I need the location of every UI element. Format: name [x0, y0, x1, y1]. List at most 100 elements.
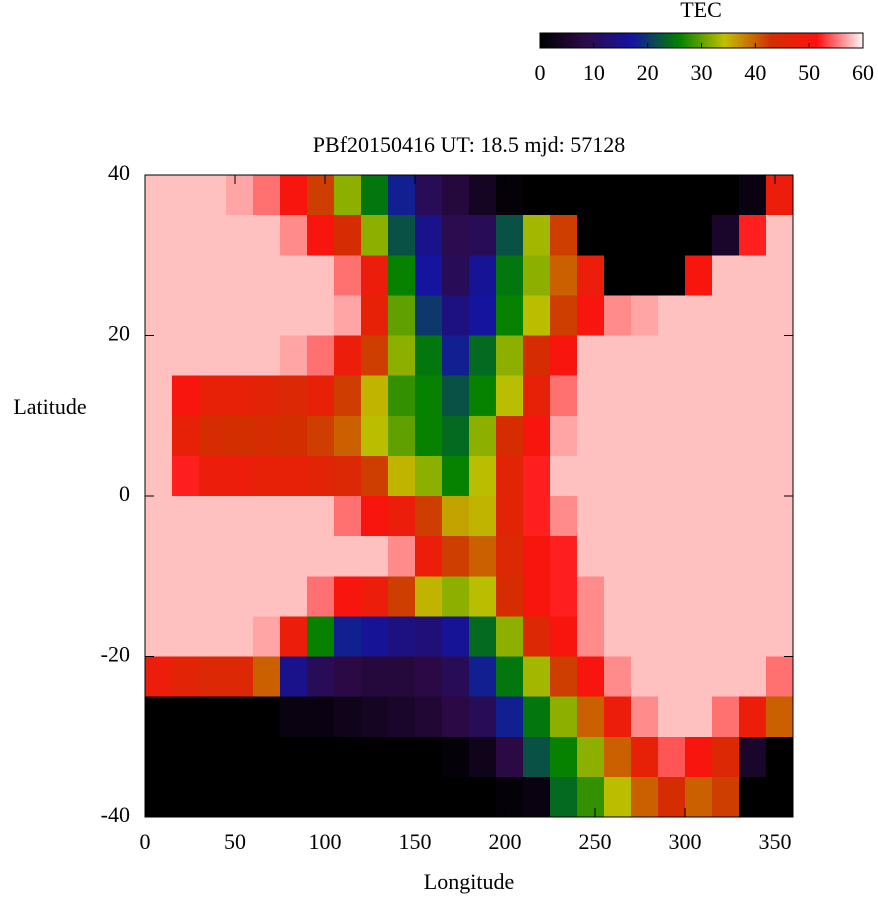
heatmap-cell	[172, 656, 200, 698]
colorbar-tick-label: 30	[691, 60, 713, 85]
heatmap-cell	[334, 455, 362, 497]
x-axis-label: Longitude	[424, 869, 514, 894]
heatmap-cell	[361, 335, 389, 377]
heatmap-cell	[496, 576, 524, 617]
heatmap-cell	[712, 536, 740, 577]
heatmap-cell	[361, 656, 389, 698]
heatmap-cell	[658, 656, 686, 698]
heatmap-cell	[631, 576, 659, 617]
heatmap-cell	[631, 255, 659, 296]
heatmap-cell	[145, 335, 173, 377]
heatmap-cell	[739, 576, 767, 617]
heatmap-cell	[442, 415, 470, 457]
heatmap-cell	[199, 415, 227, 457]
heatmap-cell	[739, 175, 767, 216]
heatmap-cell	[496, 455, 524, 497]
heatmap-cell	[199, 496, 227, 537]
heatmap-cell	[226, 415, 254, 457]
heatmap-cell	[658, 175, 686, 216]
heatmap-cell	[739, 696, 767, 738]
heatmap-cell	[280, 175, 308, 216]
heatmap-cell	[334, 375, 362, 417]
heatmap-cell	[469, 776, 497, 818]
heatmap-cell	[307, 295, 335, 336]
heatmap-cell	[496, 736, 524, 778]
heatmap-cell	[523, 696, 551, 738]
heatmap-cell	[145, 295, 173, 336]
heatmap-cell	[172, 175, 200, 216]
heatmap-cell	[604, 776, 632, 818]
heatmap-cell	[307, 616, 335, 657]
heatmap-cell	[604, 616, 632, 657]
heatmap-cell	[604, 656, 632, 698]
heatmap-cell	[523, 455, 551, 497]
heatmap-cell	[739, 536, 767, 577]
heatmap-cell	[307, 335, 335, 377]
heatmap-cell	[685, 776, 713, 818]
heatmap-cell	[280, 776, 308, 818]
heatmap-cell	[361, 616, 389, 657]
heatmap-cell	[415, 455, 443, 497]
heatmap-cell	[469, 175, 497, 216]
heatmap-cell	[523, 736, 551, 778]
heatmap-cell	[280, 616, 308, 657]
heatmap-cell	[577, 295, 605, 336]
heatmap-cell	[658, 536, 686, 577]
heatmap-cell	[415, 215, 443, 256]
heatmap-cell	[550, 375, 578, 417]
y-tick-label: 0	[119, 481, 130, 506]
heatmap-cell	[712, 616, 740, 657]
heatmap-cell	[172, 455, 200, 497]
heatmap-cell	[388, 295, 416, 336]
heatmap-cell	[658, 776, 686, 818]
heatmap-cell	[577, 776, 605, 818]
heatmap-cell	[415, 415, 443, 457]
heatmap-cell	[442, 536, 470, 577]
heatmap-cell	[280, 295, 308, 336]
heatmap-cell	[766, 215, 794, 256]
heatmap-cell	[415, 295, 443, 336]
heatmap-cell	[145, 576, 173, 617]
heatmap-cell	[496, 496, 524, 537]
heatmap-cell	[388, 736, 416, 778]
heatmap-cell	[523, 215, 551, 256]
heatmap-cell	[226, 616, 254, 657]
heatmap-cell	[442, 576, 470, 617]
heatmap-cell	[550, 776, 578, 818]
heatmap-cell	[226, 736, 254, 778]
colorbar-tick-label: 60	[852, 60, 874, 85]
heatmap-cell	[307, 375, 335, 417]
colorbar-tick-label: 50	[798, 60, 820, 85]
heatmap-cell	[550, 736, 578, 778]
heatmap-cell	[415, 616, 443, 657]
heatmap-cell	[280, 656, 308, 698]
heatmap-cell	[739, 616, 767, 657]
heatmap-cell	[523, 295, 551, 336]
heatmap-cell	[388, 255, 416, 296]
heatmap-cell	[469, 375, 497, 417]
heatmap-cell	[307, 496, 335, 537]
heatmap-cell	[199, 255, 227, 296]
heatmap-cell	[631, 455, 659, 497]
heatmap-cell	[550, 415, 578, 457]
heatmap-cell	[496, 776, 524, 818]
heatmap-cell	[631, 415, 659, 457]
heatmap-cell	[226, 776, 254, 818]
heatmap-cell	[766, 175, 794, 216]
heatmap-cell	[307, 455, 335, 497]
heatmap-cell	[604, 536, 632, 577]
heatmap-cell	[145, 616, 173, 657]
heatmap-cell	[145, 696, 173, 738]
heatmap-cell	[712, 415, 740, 457]
heatmap-cell	[739, 415, 767, 457]
heatmap-cell	[253, 616, 281, 657]
heatmap-cell	[631, 215, 659, 256]
heatmap-cell	[766, 375, 794, 417]
heatmap-cell	[523, 776, 551, 818]
heatmap-cell	[388, 536, 416, 577]
heatmap-cell	[712, 696, 740, 738]
heatmap-cell	[415, 576, 443, 617]
heatmap-cell	[577, 496, 605, 537]
heatmap-cell	[334, 295, 362, 336]
heatmap-cell	[658, 616, 686, 657]
